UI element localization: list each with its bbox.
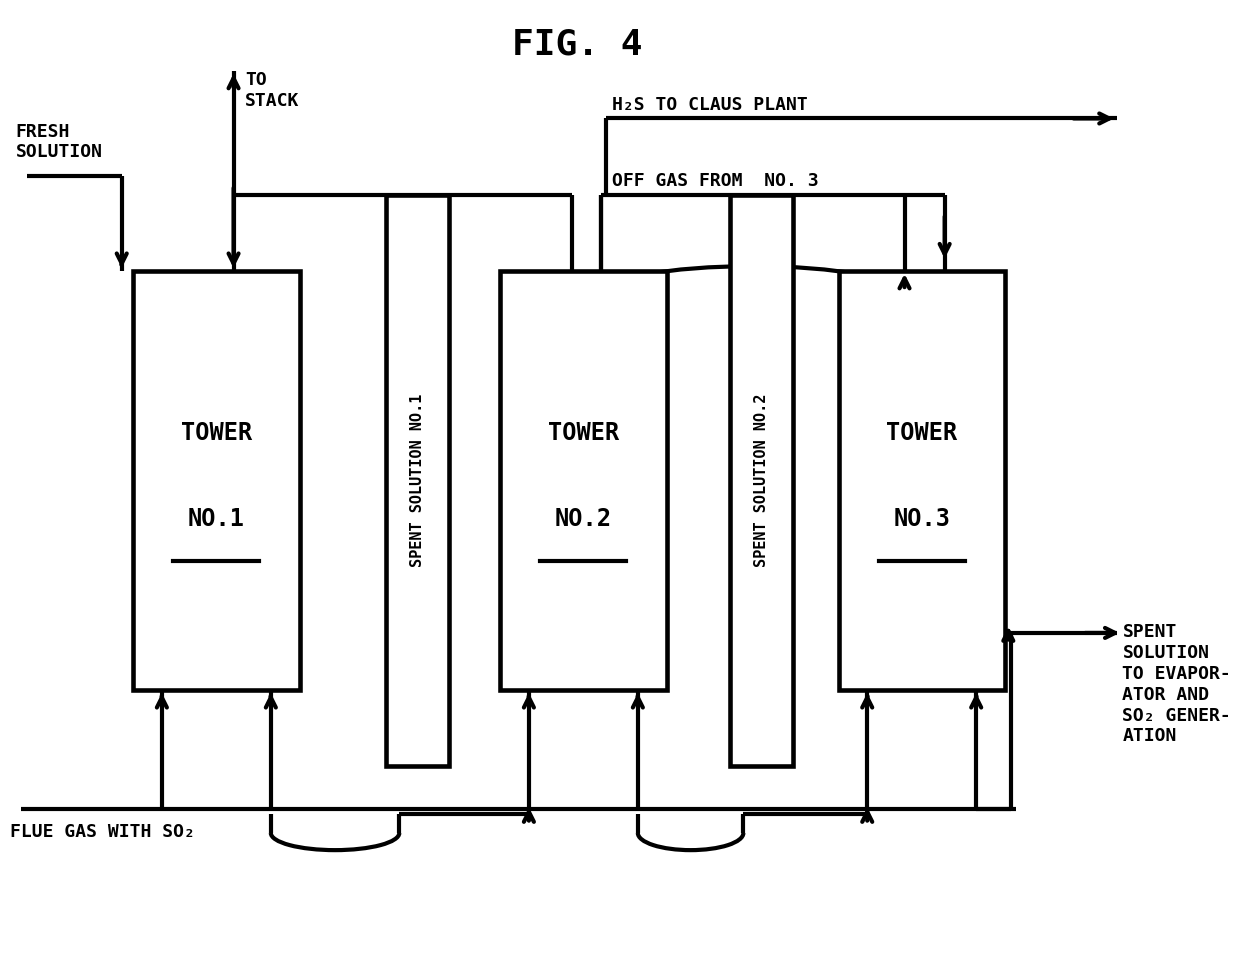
Text: TOWER: TOWER [181, 421, 252, 445]
Text: TO
STACK: TO STACK [246, 71, 299, 110]
Text: NO.3: NO.3 [893, 506, 950, 530]
Text: FLUE GAS WITH SO₂: FLUE GAS WITH SO₂ [10, 824, 195, 842]
Bar [838, 271, 1004, 690]
Text: SPENT SOLUTION NO.2: SPENT SOLUTION NO.2 [754, 394, 769, 567]
Text: SPENT SOLUTION NO.1: SPENT SOLUTION NO.1 [409, 394, 424, 567]
Bar [729, 195, 792, 766]
Text: NO.2: NO.2 [554, 506, 611, 530]
Bar [386, 195, 449, 766]
Text: TOWER: TOWER [548, 421, 619, 445]
Bar [133, 271, 300, 690]
Text: H₂S TO CLAUS PLANT: H₂S TO CLAUS PLANT [613, 96, 807, 113]
Bar [500, 271, 667, 690]
Text: SPENT
SOLUTION
TO EVAPOR-
ATOR AND
SO₂ GENER-
ATION: SPENT SOLUTION TO EVAPOR- ATOR AND SO₂ G… [1122, 624, 1231, 746]
Text: FIG. 4: FIG. 4 [512, 28, 642, 62]
Text: OFF GAS FROM  NO. 3: OFF GAS FROM NO. 3 [613, 172, 818, 190]
Text: NO.1: NO.1 [187, 506, 244, 530]
Text: TOWER: TOWER [887, 421, 957, 445]
Text: FRESH
SOLUTION: FRESH SOLUTION [16, 123, 103, 161]
